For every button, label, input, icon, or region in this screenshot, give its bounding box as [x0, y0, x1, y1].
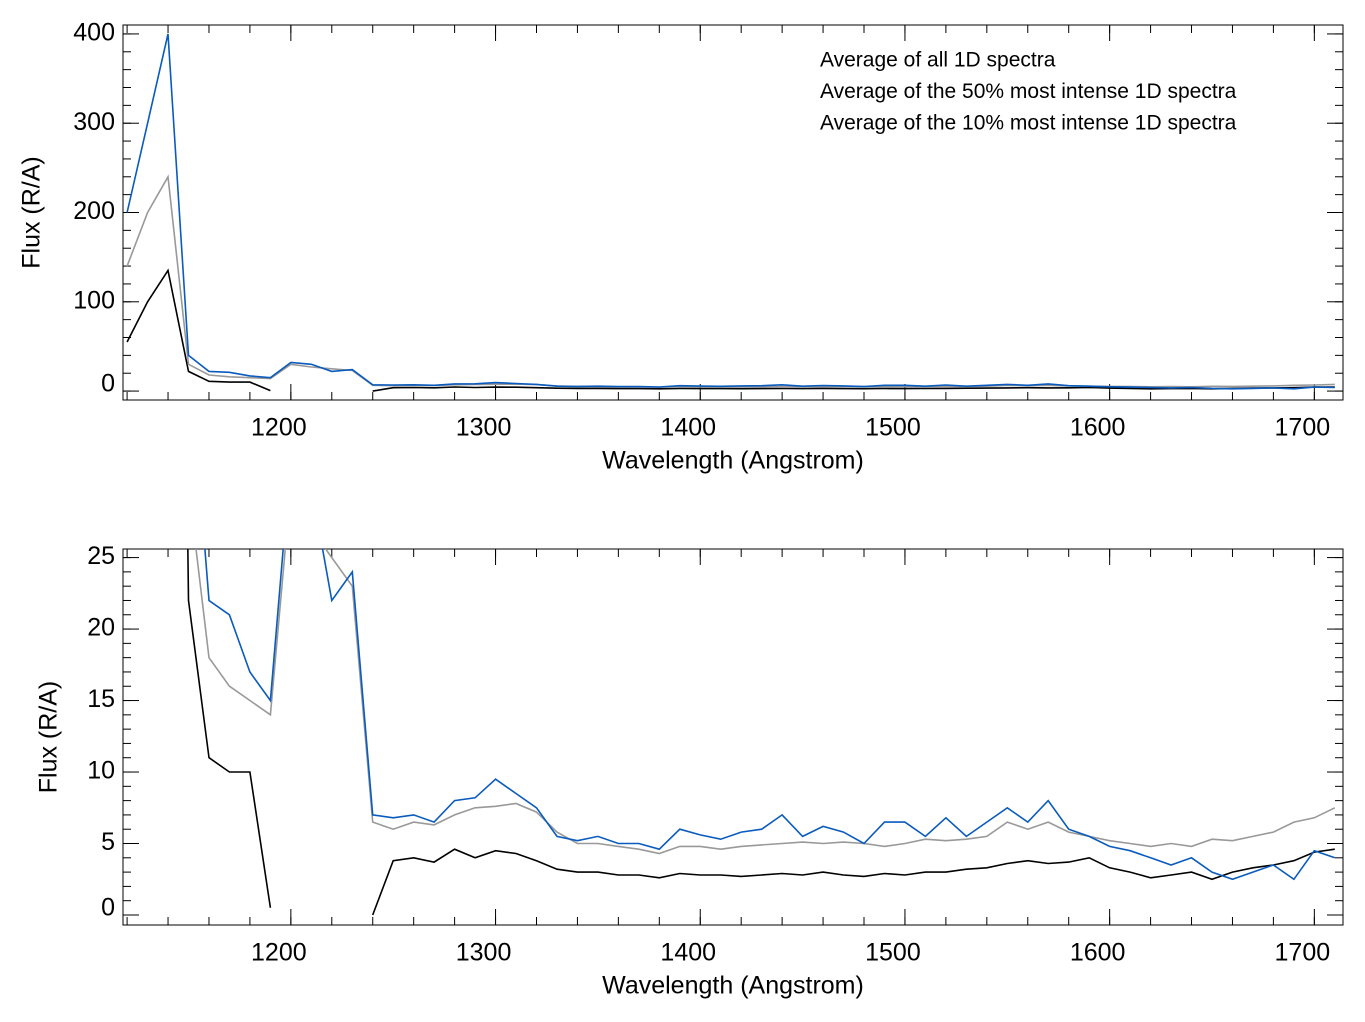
y-tick-label: 300 [73, 108, 115, 136]
y-axis-title: Flux (R/A) [18, 156, 46, 269]
chart-panel: 1200 1300 1400 1500 1600 1700 0 5 10 15 20 25 Wavele… [35, 542, 1344, 1000]
x-tick-label: 1600 [1070, 939, 1126, 967]
y-axis-title: Flux (R/A) [35, 681, 63, 794]
x-axis-title: Wavelength (Angstrom) [602, 972, 864, 1000]
x-tick-label: 1200 [251, 414, 307, 442]
plot-frame [122, 548, 1344, 926]
x-tick-label: 1700 [1275, 939, 1331, 967]
series-line [126, 33, 1335, 390]
x-tick-label: 1500 [865, 414, 921, 442]
x-tick-label: 1500 [865, 939, 921, 967]
y-tick-label: 200 [73, 197, 115, 225]
y-tick-label: 400 [73, 19, 115, 47]
x-tick-label: 1300 [456, 414, 512, 442]
series-line [204, 549, 1336, 881]
y-tick-label: 20 [87, 614, 115, 642]
x-tick-label: 1400 [660, 939, 716, 967]
series-line [126, 174, 1335, 389]
legend-entry: Average of all 1D spectra [820, 49, 1056, 72]
x-tick-label: 1600 [1070, 414, 1126, 442]
x-tick-label: 1700 [1275, 414, 1331, 442]
y-tick-label: 0 [101, 894, 115, 922]
y-tick-label: 0 [101, 370, 115, 398]
y-tick-label: 15 [87, 685, 115, 713]
y-tick-label: 25 [87, 542, 115, 570]
legend-entry: Average of the 50% most intense 1D spect… [820, 80, 1237, 103]
x-tick-label: 1200 [251, 939, 307, 967]
x-tick-label: 1300 [456, 939, 512, 967]
legend: Average of all 1D spectra Average of the … [820, 49, 1237, 135]
y-tick-label: 10 [87, 757, 115, 785]
y-tick-label: 5 [101, 828, 115, 856]
y-tick-label: 100 [73, 286, 115, 314]
x-axis-title: Wavelength (Angstrom) [602, 447, 864, 475]
series-line [195, 549, 1336, 855]
plot-frame [122, 24, 1344, 401]
x-tick-label: 1400 [660, 414, 716, 442]
chart-panel: 1200 1300 1400 1500 1600 1700 0 100 200 300 400 Wav… [18, 19, 1344, 475]
legend-entry: Average of the 10% most intense 1D spect… [820, 112, 1237, 135]
series-line [187, 549, 1335, 916]
series-line [126, 268, 1335, 392]
